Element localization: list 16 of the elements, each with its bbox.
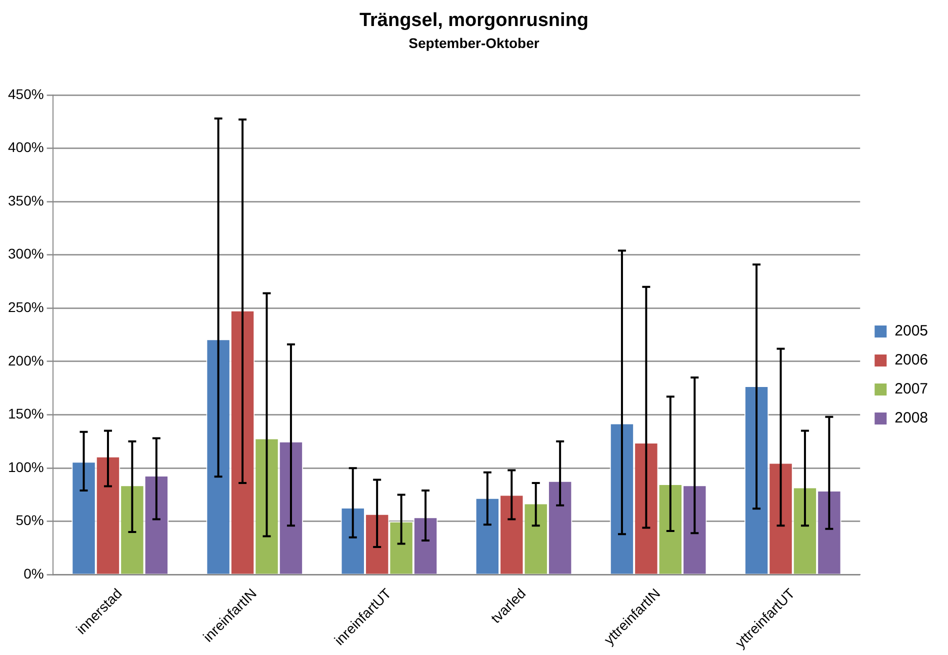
y-tick-label: 450%: [8, 86, 44, 102]
y-tick-label: 400%: [8, 139, 44, 156]
chart-subtitle: September-Oktober: [408, 35, 540, 51]
y-tick-label: 150%: [8, 406, 44, 422]
y-tick-label: 200%: [8, 352, 44, 368]
y-tick-label: 0%: [24, 566, 44, 582]
y-tick-label: 250%: [8, 299, 44, 316]
legend-label: 2006: [894, 352, 928, 369]
legend-label: 2008: [894, 410, 928, 427]
y-tick-label: 300%: [8, 246, 44, 262]
y-tick-label: 50%: [16, 512, 44, 528]
y-tick-label: 350%: [8, 192, 44, 208]
y-tick-label: 100%: [8, 458, 44, 475]
legend-label: 2005: [894, 322, 928, 340]
chart-title: Trängsel, morgonrusning: [358, 10, 590, 32]
legend-label: 2007: [894, 380, 928, 398]
